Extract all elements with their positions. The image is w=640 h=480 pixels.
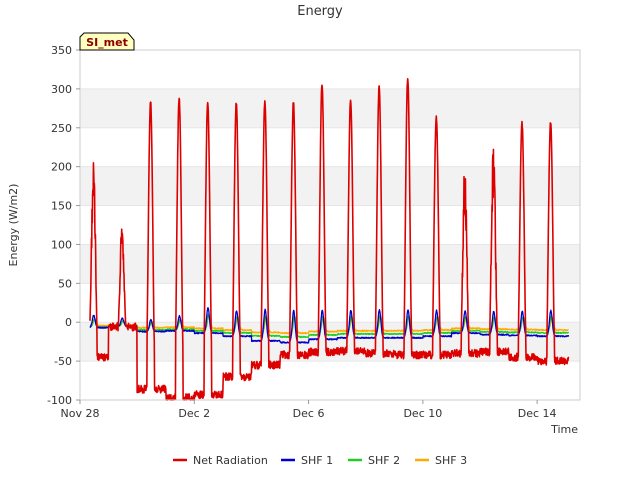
y-tick-label: 50 [58, 277, 72, 290]
y-tick-label: -50 [54, 355, 72, 368]
series-line-shf3 [89, 314, 569, 335]
x-tick-label: Dec 2 [178, 407, 210, 420]
grid-band [80, 244, 580, 284]
legend-item-shf1: SHF 1 [281, 454, 333, 467]
background-bands [80, 88, 580, 362]
grid-band [80, 88, 580, 128]
series-line-net [89, 77, 570, 401]
grid-band [80, 166, 580, 206]
legend: Net Radiation SHF 1 SHF 2 SHF 3 [173, 454, 467, 467]
y-tick-label: 300 [51, 83, 72, 96]
series-line-shf2 [89, 313, 570, 339]
x-tick-label: Dec 10 [403, 407, 442, 420]
legend-item-shf3: SHF 3 [415, 454, 467, 467]
legend-item-net: Net Radiation [173, 454, 268, 467]
series-line-shf1 [89, 307, 570, 344]
x-tick-label: Nov 28 [61, 407, 100, 420]
series-layer [89, 77, 570, 401]
plot-frame [79, 49, 581, 401]
legend-label: Net Radiation [193, 454, 268, 467]
y-tick-label: 200 [51, 161, 72, 174]
y-tick-label: 250 [51, 122, 72, 135]
site-tag-box [79, 32, 135, 51]
y-axis-label: Energy (W/m2) [7, 184, 20, 267]
x-tick-label: Dec 6 [293, 407, 325, 420]
x-axis-label: Time [550, 423, 578, 436]
chart-title: Energy [297, 4, 343, 19]
x-tick-label: Dec 14 [518, 407, 557, 420]
y-tick-label: -100 [47, 394, 72, 407]
legend-label: SHF 1 [301, 454, 333, 467]
legend-item-shf2: SHF 2 [348, 454, 400, 467]
legend-label: SHF 3 [435, 454, 467, 467]
y-axis-ticks: -100 -50 0 50 100 150 200 250 300 350 [47, 44, 80, 407]
legend-label: SHF 2 [368, 454, 400, 467]
x-axis-ticks: Nov 28 Dec 2 Dec 6 Dec 10 Dec 14 [61, 400, 557, 420]
y-tick-label: 100 [51, 238, 72, 251]
y-tick-label: 0 [65, 316, 72, 329]
y-tick-label: 350 [51, 44, 72, 57]
site-tag-label: SI_met [86, 36, 128, 49]
y-tick-label: 150 [51, 200, 72, 213]
site-tag: SI_met [79, 32, 135, 51]
